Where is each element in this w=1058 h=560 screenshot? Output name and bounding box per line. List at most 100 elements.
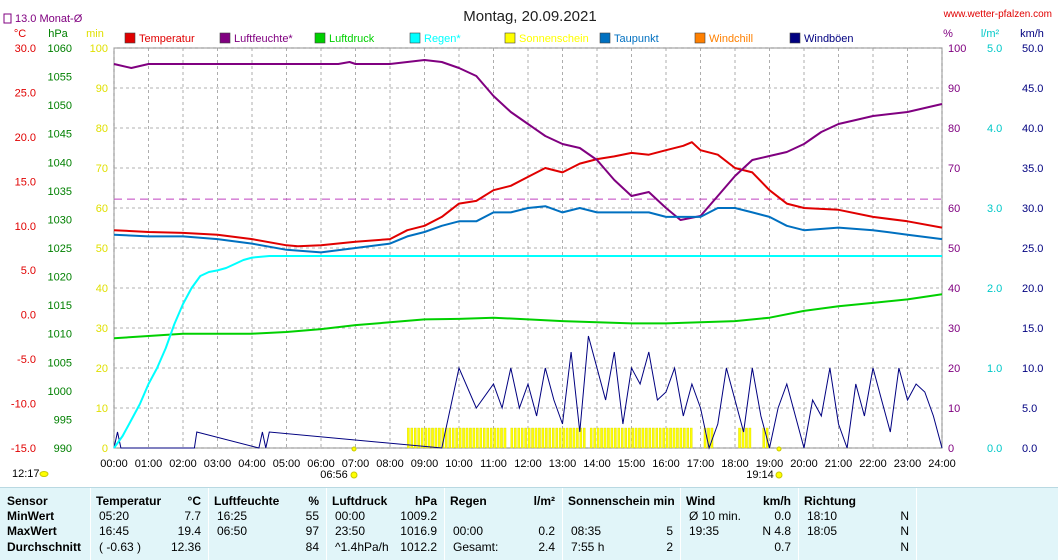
x-tick: 14:00 bbox=[583, 458, 611, 470]
sunshine-bar bbox=[517, 427, 521, 449]
left-time: 12:17 bbox=[12, 468, 40, 480]
x-tick: 11:00 bbox=[480, 458, 507, 470]
legend-swatch bbox=[504, 32, 516, 44]
legend-swatch bbox=[789, 32, 801, 44]
pressure-axis-tick: 1035 bbox=[48, 186, 72, 198]
sunshine-bar bbox=[465, 427, 469, 449]
weather-chart: 30.0 25.0 20.0 15.0 10.0 5.0 0.0 -5.0 -10.0 -15.0… bbox=[3, 8, 1052, 481]
sunshine-bar bbox=[410, 427, 414, 449]
stats-column-unit: % bbox=[308, 494, 319, 508]
axis-unit-temp: °C bbox=[14, 28, 26, 40]
stats-column-unit: km/h bbox=[762, 494, 791, 508]
wind-axis-tick: 25.0 bbox=[1022, 243, 1043, 255]
sunshine-bar bbox=[683, 427, 686, 449]
legend-swatch bbox=[314, 32, 326, 44]
sunshine-bar bbox=[624, 427, 627, 449]
x-tick: 24:00 bbox=[928, 458, 956, 470]
x-tick: 09:00 bbox=[411, 458, 439, 470]
sunshine-bar bbox=[621, 427, 624, 449]
stats-column: Richtung 18:10 N 18:05 N N bbox=[798, 488, 916, 560]
stats-cell-value: 5 bbox=[666, 524, 673, 538]
x-tick: 13:00 bbox=[549, 458, 577, 470]
wind-axis-tick: 50.0 bbox=[1022, 43, 1043, 55]
sunshine-bar bbox=[482, 427, 486, 449]
stats-cell-value: N 4.8 bbox=[762, 524, 791, 538]
humidity-axis-tick: 0 bbox=[948, 443, 954, 455]
sunshine-bar bbox=[493, 427, 496, 449]
stats-cell-time: ^1.4hPa/h bbox=[335, 540, 389, 554]
moon-icon bbox=[39, 471, 49, 477]
x-tick: 17:00 bbox=[687, 458, 715, 470]
stats-column-name: Luftfeuchte bbox=[214, 494, 280, 508]
stats-cell-value: 97 bbox=[305, 524, 319, 538]
stats-cell-time: 16:45 bbox=[99, 524, 130, 538]
x-tick: 07:00 bbox=[342, 458, 370, 470]
legend-item: Windböen bbox=[789, 32, 854, 45]
stats-cell-time: 16:25 bbox=[217, 509, 248, 523]
legend-item: Taupunkt bbox=[599, 32, 659, 45]
sunshine-bar bbox=[424, 427, 427, 449]
sunset-icon bbox=[775, 471, 783, 479]
minutes-axis-tick: 70 bbox=[96, 163, 108, 175]
stats-row-label: MaxWert bbox=[7, 524, 57, 538]
series-luftfeuchte bbox=[113, 59, 943, 221]
axis-unit-percent: % bbox=[943, 28, 953, 40]
humidity-axis-tick: 20 bbox=[948, 363, 960, 375]
stats-cell-value: N bbox=[900, 540, 909, 554]
legend-swatch bbox=[599, 32, 611, 44]
x-tick: 22:00 bbox=[859, 458, 887, 470]
legend-label: Windböen bbox=[804, 33, 854, 45]
sunshine-bar bbox=[496, 427, 500, 449]
rain-axis-tick: 2.0 bbox=[987, 283, 1002, 295]
sunshine-bar bbox=[451, 427, 455, 449]
stats-cell-value: 19.4 bbox=[177, 524, 201, 538]
sunshine-bar bbox=[503, 427, 507, 449]
sunshine-bar bbox=[458, 427, 462, 449]
stats-cell-time: Ø 10 min. bbox=[689, 509, 742, 523]
site-url[interactable]: www.wetter-pfalzen.com bbox=[943, 9, 1052, 20]
legend-swatch bbox=[694, 32, 706, 44]
stats-cell-value: 0.2 bbox=[538, 524, 555, 538]
minutes-axis-tick: 10 bbox=[96, 403, 108, 415]
x-tick: 01:00 bbox=[135, 458, 163, 470]
stats-column-unit: l/m² bbox=[533, 494, 555, 508]
series-temperatur bbox=[113, 141, 943, 248]
sunrise-icon bbox=[350, 471, 358, 479]
chart-series bbox=[113, 59, 943, 450]
sunshine-bar bbox=[641, 427, 645, 449]
sunshine-bar bbox=[634, 427, 638, 449]
stats-cell-value: 84 bbox=[305, 540, 319, 554]
sunshine-bar bbox=[548, 427, 552, 449]
pressure-axis-tick: 1025 bbox=[48, 243, 72, 255]
stats-cell-time: 06:50 bbox=[217, 524, 248, 538]
sunshine-bar bbox=[565, 427, 569, 449]
axis-unit-min: min bbox=[86, 28, 104, 40]
minutes-axis-tick: 0 bbox=[102, 443, 108, 455]
temp-axis-tick: 10.0 bbox=[15, 221, 36, 233]
sunshine-bar bbox=[631, 427, 634, 449]
sunshine-bar bbox=[558, 427, 562, 449]
x-tick: 18:00 bbox=[721, 458, 749, 470]
sunshine-bar bbox=[510, 427, 514, 449]
sunshine-bar bbox=[489, 427, 493, 449]
stats-column: Sonnenschein min 08:35 5 7:55 h 2 bbox=[562, 488, 680, 560]
legend-item: Regen* bbox=[409, 32, 461, 45]
sunshine-bar bbox=[462, 427, 465, 449]
pressure-axis-tick: 1015 bbox=[48, 300, 72, 312]
stats-cell-time: 08:35 bbox=[571, 524, 602, 538]
sunshine-bar bbox=[603, 427, 607, 449]
stats-cell-value: 1009.2 bbox=[400, 509, 437, 523]
legend-item: Temperatur bbox=[124, 32, 195, 45]
sunshine-bar bbox=[552, 427, 555, 449]
sunshine-bar bbox=[596, 427, 600, 449]
axis-unit-wind: km/h bbox=[1020, 28, 1044, 40]
x-tick: 02:00 bbox=[169, 458, 197, 470]
minutes-axis-tick: 30 bbox=[96, 323, 108, 335]
sunshine-bar bbox=[531, 427, 534, 449]
monthly-average-label: 13.0 Monat-Ø bbox=[3, 13, 83, 25]
x-tick: 00:00 bbox=[100, 458, 128, 470]
sunshine-bar bbox=[665, 427, 669, 449]
series-taupunkt bbox=[113, 205, 943, 254]
sunshine-bar bbox=[434, 427, 438, 449]
sunshine-bar bbox=[569, 427, 572, 449]
